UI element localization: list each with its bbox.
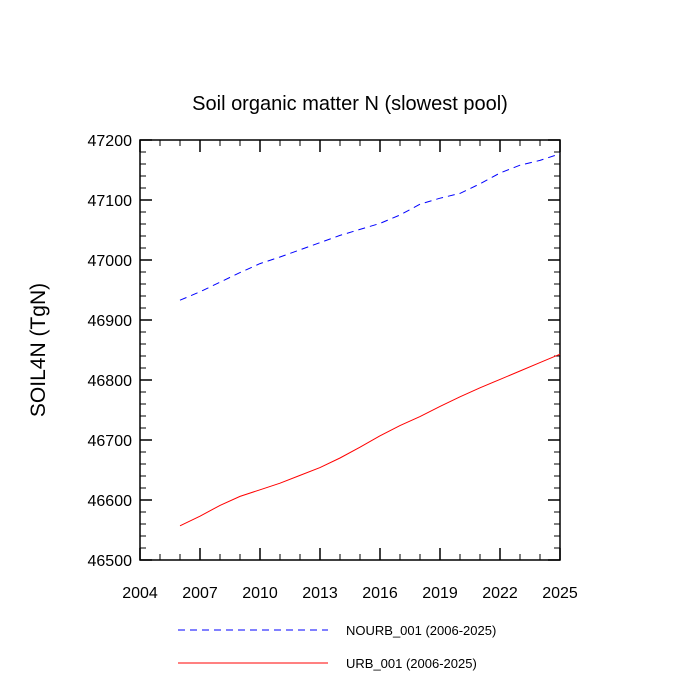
plot-frame — [139, 139, 561, 561]
y-tick-label: 46800 — [88, 373, 133, 390]
chart-title: Soil organic matter N (slowest pool) — [192, 93, 508, 115]
series-line-2 — [179, 353, 561, 527]
x-tick-label: 2022 — [482, 585, 518, 602]
x-tick-label: 2010 — [242, 585, 278, 602]
y-axis-label: SOIL4N (TgN) — [27, 283, 50, 417]
series-line-1 — [179, 153, 561, 301]
x-tick-label: 2016 — [362, 585, 398, 602]
y-tick-label: 46500 — [88, 553, 133, 570]
legend-label-1: NOURB_001 (2006-2025) — [346, 623, 496, 638]
x-tick-label: 2013 — [302, 585, 338, 602]
x-tick-label: 2004 — [122, 585, 158, 602]
x-tick-label: 2007 — [182, 585, 218, 602]
y-tick-label: 47100 — [88, 193, 133, 210]
x-tick-label: 2025 — [542, 585, 578, 602]
y-tick-label: 47200 — [88, 133, 133, 150]
y-tick-label: 46900 — [88, 313, 133, 330]
y-tick-label: 46700 — [88, 433, 133, 450]
legend-label-2: URB_001 (2006-2025) — [346, 656, 477, 671]
y-tick-label: 47000 — [88, 253, 133, 270]
x-tick-label: 2019 — [422, 585, 458, 602]
y-tick-label: 46600 — [88, 493, 133, 510]
